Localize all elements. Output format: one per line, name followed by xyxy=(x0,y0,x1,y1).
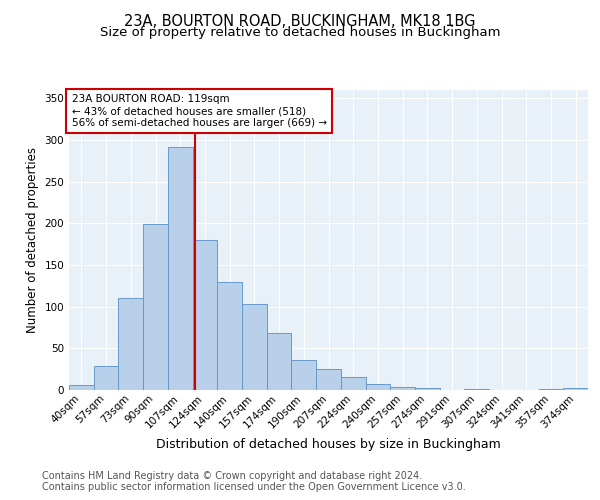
X-axis label: Distribution of detached houses by size in Buckingham: Distribution of detached houses by size … xyxy=(156,438,501,451)
Bar xyxy=(292,360,316,390)
Bar xyxy=(69,385,94,390)
Text: 23A BOURTON ROAD: 119sqm
← 43% of detached houses are smaller (518)
56% of semi-: 23A BOURTON ROAD: 119sqm ← 43% of detach… xyxy=(71,94,327,128)
Bar xyxy=(94,366,118,390)
Bar xyxy=(464,389,489,390)
Bar xyxy=(316,369,341,390)
Bar xyxy=(390,386,415,390)
Bar xyxy=(341,376,365,390)
Bar xyxy=(539,389,563,390)
Bar xyxy=(267,334,292,390)
Text: Size of property relative to detached houses in Buckingham: Size of property relative to detached ho… xyxy=(100,26,500,39)
Bar xyxy=(563,388,588,390)
Text: Contains public sector information licensed under the Open Government Licence v3: Contains public sector information licen… xyxy=(42,482,466,492)
Text: 23A, BOURTON ROAD, BUCKINGHAM, MK18 1BG: 23A, BOURTON ROAD, BUCKINGHAM, MK18 1BG xyxy=(124,14,476,29)
Bar xyxy=(217,282,242,390)
Bar xyxy=(242,304,267,390)
Bar xyxy=(415,388,440,390)
Bar xyxy=(118,298,143,390)
Text: Contains HM Land Registry data © Crown copyright and database right 2024.: Contains HM Land Registry data © Crown c… xyxy=(42,471,422,481)
Bar xyxy=(143,224,168,390)
Bar xyxy=(168,146,193,390)
Bar xyxy=(193,240,217,390)
Bar xyxy=(365,384,390,390)
Y-axis label: Number of detached properties: Number of detached properties xyxy=(26,147,39,333)
